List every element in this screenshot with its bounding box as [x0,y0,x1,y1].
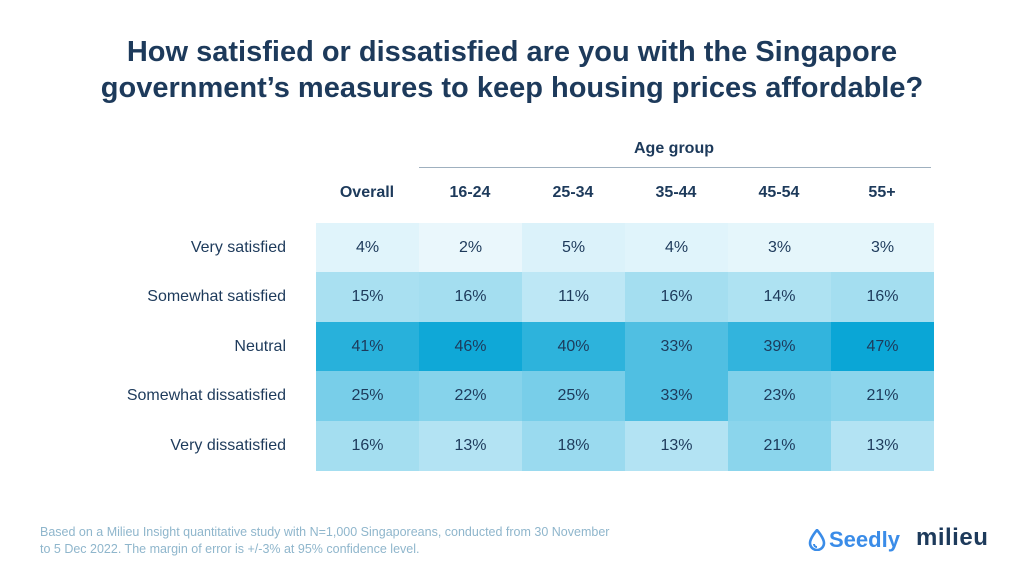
milieu-logo: milieu [916,524,989,551]
column-header-35-44: 35-44 [655,184,697,201]
heatmap-cell: 13% [625,421,728,471]
heatmap-cell: 15% [316,272,419,322]
column-header-overall: Overall [339,184,395,201]
heatmap-cell: 5% [522,223,625,273]
heatmap-cell: 2% [419,223,522,273]
heatmap-cell: 21% [831,371,934,421]
heatmap-cell: 18% [522,421,625,471]
heatmap-cell: 13% [419,421,522,471]
chart-title-line-1: How satisfied or dissatisfied are you wi… [126,36,898,68]
heatmap-cell: 41% [316,322,419,372]
footnote: Based on a Milieu Insight quantitative s… [40,524,730,558]
heatmap-cell: 11% [522,272,625,322]
heatmap-cell: 3% [831,223,934,273]
chart-title: How satisfied or dissatisfied are you wi… [60,34,964,106]
heatmap-cell: 13% [831,421,934,471]
heatmap-cell: 33% [625,322,728,372]
heatmap-cell: 16% [831,272,934,322]
column-header-16-24: 16-24 [449,184,491,201]
heatmap-cell: 23% [728,371,831,421]
footnote-line-1: Based on a Milieu Insight quantitative s… [40,525,610,539]
heatmap-cell: 4% [316,223,419,273]
age-group-label: Age group [634,140,714,157]
droplet-icon [808,529,826,551]
row-label-neutral: Neutral [234,338,286,355]
row-label-somewhat-satisfied: Somewhat satisfied [147,288,286,305]
seedly-logo-text: Seedly [829,527,900,552]
heatmap-cell: 16% [316,421,419,471]
column-header-55-: 55+ [868,184,896,201]
heatmap-cell: 33% [625,371,728,421]
seedly-logo: Seedly [808,527,900,552]
heatmap-cell: 39% [728,322,831,372]
chart-title-line-2: government’s measures to keep housing pr… [100,72,924,104]
age-group-divider [419,167,931,168]
heatmap-cell: 46% [419,322,522,372]
heatmap-cell: 3% [728,223,831,273]
footnote-line-2: to 5 Dec 2022. The margin of error is +/… [40,542,420,556]
heatmap-cell: 25% [522,371,625,421]
heatmap-cell: 25% [316,371,419,421]
column-header-45-54: 45-54 [758,184,800,201]
heatmap-cell: 14% [728,272,831,322]
heatmap-cell: 21% [728,421,831,471]
heatmap-cell: 16% [419,272,522,322]
heatmap-cell: 22% [419,371,522,421]
heatmap-cell: 40% [522,322,625,372]
column-header-25-34: 25-34 [552,184,594,201]
row-label-somewhat-dissatisfied: Somewhat dissatisfied [126,387,286,404]
heatmap-cell: 4% [625,223,728,273]
row-label-very-satisfied: Very satisfied [190,239,286,256]
heatmap-cell: 16% [625,272,728,322]
heatmap-cell: 47% [831,322,934,372]
row-label-very-dissatisfied: Very dissatisfied [170,437,286,454]
